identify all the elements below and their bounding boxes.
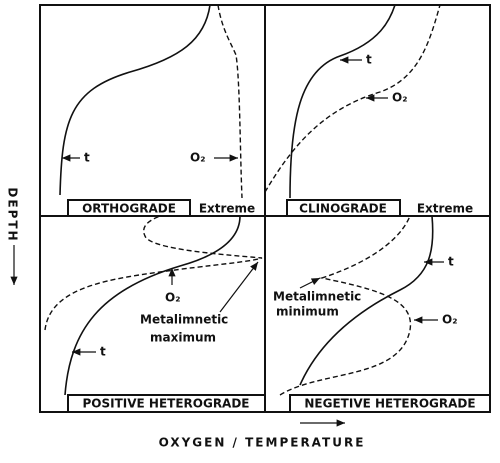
t-curve — [299, 215, 434, 386]
t-label: t — [100, 345, 106, 359]
note: Metalimnetic — [273, 290, 361, 304]
t-label: t — [448, 255, 454, 269]
t-curve — [289, 4, 396, 199]
panel-label: POSITIVE HETEROGRADE — [82, 397, 249, 411]
label-box — [67, 394, 266, 413]
label-box — [67, 199, 191, 217]
t-curve — [64, 215, 241, 396]
note: minimum — [276, 305, 339, 319]
panel-label: NEGETIVE HETEROGRADE — [304, 397, 475, 411]
o2-label: O₂ — [190, 151, 205, 165]
o2-label: O₂ — [165, 291, 180, 305]
o2-label: O₂ — [392, 91, 407, 105]
t-label: t — [366, 53, 372, 67]
t-label: t — [84, 151, 90, 165]
o2-curve — [279, 215, 412, 396]
t-curve — [59, 4, 211, 196]
arrow — [299, 277, 321, 289]
label-box — [289, 394, 491, 413]
o2-curve — [264, 4, 441, 193]
label-box — [286, 199, 401, 217]
panel-label: ORTHOGRADE — [82, 202, 176, 216]
y-axis-label: DEPTH — [6, 187, 20, 242]
extreme-label: Extreme — [417, 202, 473, 216]
arrow — [219, 261, 259, 313]
o2-curve — [44, 215, 263, 331]
panel-label: CLINOGRADE — [299, 202, 387, 216]
note: Metalimnetic — [140, 313, 228, 327]
x-axis-label: OXYGEN / TEMPERATURE — [159, 436, 366, 450]
extreme-label: Extreme — [199, 202, 255, 216]
note: maximum — [150, 331, 216, 345]
o2-label: O₂ — [442, 313, 457, 327]
o2-curve — [217, 4, 243, 199]
